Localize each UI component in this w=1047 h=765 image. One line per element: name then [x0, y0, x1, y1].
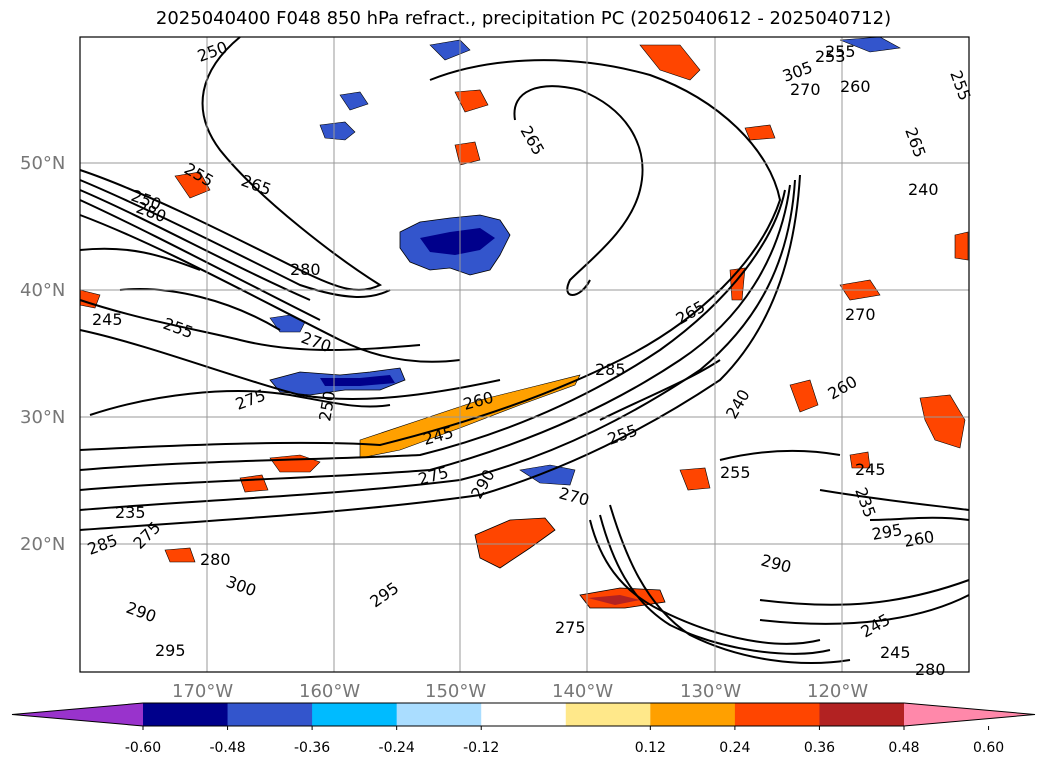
- colorbar-segment: [481, 703, 567, 726]
- contour-label: 260: [840, 77, 871, 96]
- colorbar-tick-label: 0.48: [888, 740, 919, 756]
- contour-label: 280: [290, 260, 321, 279]
- refractivity-contours: [79, 36, 970, 664]
- contour-label: 255: [825, 42, 856, 61]
- colorbar-tick-label: 0.24: [719, 740, 750, 756]
- lat-tick-20n: 20°N: [20, 534, 65, 555]
- lat-tick-50n: 50°N: [20, 153, 65, 174]
- contour-label: 245: [92, 310, 123, 329]
- contour-label: 280: [915, 660, 946, 679]
- contour-label: 295: [155, 641, 186, 660]
- colorbar-tick-label: -0.36: [294, 740, 330, 756]
- lon-tick-160w: 160°W: [299, 681, 360, 702]
- colorbar: -0.60 -0.48 -0.36 -0.24 -0.12 0.12 0.24 0.36 0.4…: [11, 702, 1036, 756]
- colorbar-segment: [227, 703, 313, 726]
- lon-tick-170w: 170°W: [172, 681, 233, 702]
- colorbar-segment: [396, 703, 482, 726]
- colorbar-tick-label: -0.12: [463, 740, 499, 756]
- colorbar-tick-label: 0.60: [973, 740, 1004, 756]
- contour-label: 240: [908, 180, 939, 199]
- contour-label: 270: [845, 305, 876, 324]
- graticule: [80, 37, 969, 672]
- contour-label: 245: [880, 643, 911, 662]
- lat-tick-30n: 30°N: [20, 407, 65, 428]
- colorbar-segment: [819, 703, 905, 726]
- map-title: 2025040400 F048 850 hPa refract., precip…: [155, 8, 892, 29]
- contour-label: 245: [855, 460, 886, 479]
- lon-tick-150w: 150°W: [425, 681, 486, 702]
- colorbar-tick-label: 0.36: [804, 740, 835, 756]
- colorbar-tick-label: -0.24: [379, 740, 415, 756]
- lon-tick-120w: 120°W: [807, 681, 868, 702]
- contour-label: 253: [815, 47, 846, 66]
- contour-label: 285: [595, 360, 626, 379]
- contour-label: 280: [200, 550, 231, 569]
- lat-tick-40n: 40°N: [20, 280, 65, 301]
- colorbar-segment: [734, 703, 820, 726]
- colorbar-segment: [650, 703, 736, 726]
- map-frame: [79, 36, 970, 673]
- contour-label: 275: [555, 618, 586, 637]
- colorbar-segment: [143, 703, 229, 726]
- contour-label: 255: [720, 463, 751, 482]
- lon-tick-140w: 140°W: [552, 681, 613, 702]
- colorbar-segment: [312, 703, 398, 726]
- colorbar-extend-low: [12, 703, 143, 726]
- map-background: [80, 37, 969, 672]
- lon-tick-130w: 130°W: [680, 681, 741, 702]
- colorbar-segment: [565, 703, 651, 726]
- colorbar-extend-high: [904, 703, 1035, 726]
- contour-label: 235: [115, 503, 146, 522]
- contour-label: 270: [790, 80, 821, 99]
- colorbar-tick-label: -0.60: [125, 740, 161, 756]
- colorbar-tick-label: 0.12: [635, 740, 666, 756]
- colorbar-tick-label: -0.48: [209, 740, 245, 756]
